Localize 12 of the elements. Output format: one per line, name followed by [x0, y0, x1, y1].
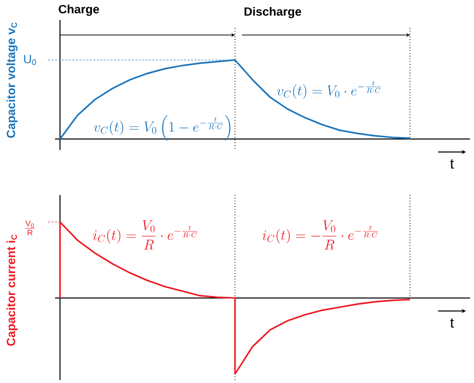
text: Charge — [58, 4, 100, 16]
ref-line-label: $\mathrm{\frac{V_0}{R}}$ — [25, 220, 35, 236]
x-axis-title: t — [450, 318, 454, 328]
annotation: $i_C(t) = \frac{V_0}{R}\cdot e^{-\frac{t}{R\cdot C}}$ — [93, 220, 198, 250]
annotation: $v_C(t) = V_0\left(1-e^{-\frac{t}{R\cdot C}}\right)$ — [94, 115, 230, 141]
y-axis-title: Capacitor current i$_{C}$ — [6, 234, 18, 346]
annotation: $i_C(t) = -\frac{V_0}{R}\cdot e^{-\frac{t}{R\cdot C}}$ — [262, 220, 378, 250]
x-axis-title: t — [450, 159, 454, 169]
ref-line-label: $\mathrm{U_0}$ — [24, 54, 36, 66]
text: Discharge — [244, 7, 302, 18]
y-axis-title: Capacitor voltage v$_{C}$ — [6, 22, 18, 138]
annotation: $v_C(t) = V_0\cdot e^{-\frac{t}{R\cdot C}}$ — [276, 81, 381, 99]
